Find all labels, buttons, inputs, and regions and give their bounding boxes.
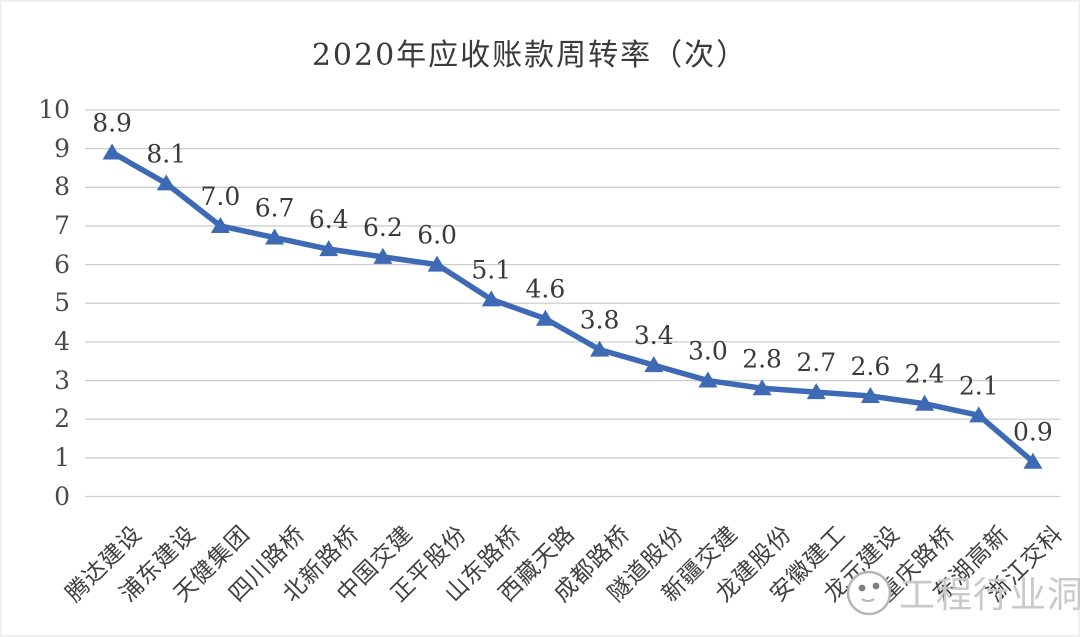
data-point-marker	[860, 387, 880, 404]
data-point-marker	[806, 383, 826, 400]
data-point-marker	[969, 406, 989, 423]
data-point-label: 2.1	[959, 371, 999, 400]
y-axis-tick-label: 2	[54, 404, 70, 434]
data-point-label: 3.8	[580, 306, 620, 335]
data-point-label: 2.8	[742, 344, 782, 373]
watermark-face-logo-icon	[846, 570, 892, 616]
data-point-label: 8.9	[92, 109, 132, 138]
data-point-marker	[481, 290, 501, 307]
y-axis-tick-label: 3	[54, 365, 70, 395]
data-point-marker	[427, 255, 447, 272]
data-point-label: 5.1	[471, 255, 511, 284]
data-point-marker	[752, 379, 772, 396]
data-point-marker	[265, 228, 285, 245]
data-point-label: 3.4	[634, 321, 674, 350]
y-axis-tick-label: 8	[54, 172, 70, 202]
y-axis-tick-label: 9	[54, 133, 70, 163]
data-point-marker	[915, 394, 935, 411]
data-point-label: 3.0	[688, 337, 728, 366]
y-axis-tick-label: 1	[54, 442, 70, 472]
data-point-marker	[102, 143, 122, 160]
data-point-marker	[319, 240, 339, 257]
data-point-label: 6.2	[363, 213, 403, 242]
data-point-label: 0.9	[1013, 418, 1053, 447]
data-point-label: 6.7	[255, 194, 295, 223]
y-axis-tick-label: 5	[54, 288, 70, 318]
data-point-marker	[210, 216, 230, 233]
y-axis-tick-label: 0	[54, 481, 70, 511]
data-point-label: 2.7	[796, 348, 836, 377]
data-point-label: 7.0	[201, 182, 241, 211]
data-point-label: 4.6	[526, 275, 566, 304]
data-point-marker	[698, 371, 718, 388]
watermark-text: 工程行业洞察	[899, 575, 1080, 616]
y-axis-tick-label: 4	[54, 326, 70, 356]
data-point-label: 6.4	[309, 205, 349, 234]
data-point-marker	[1023, 452, 1043, 469]
y-axis-tick-label: 10	[38, 95, 70, 124]
data-point-marker	[156, 174, 176, 191]
data-point-label: 2.6	[851, 352, 891, 381]
y-axis-tick-label: 7	[54, 210, 70, 240]
data-point-marker	[590, 340, 610, 357]
data-point-label: 2.4	[905, 360, 945, 389]
data-point-label: 8.1	[146, 139, 186, 168]
data-point-label: 6.0	[417, 221, 457, 250]
chart-title: 2020年应收账款周转率（次）	[311, 38, 749, 73]
y-axis-tick-label: 6	[54, 249, 70, 279]
data-point-marker	[644, 356, 664, 373]
data-point-marker	[373, 247, 393, 264]
series-line	[109, 149, 1036, 465]
watermark: 工程行业洞察	[845, 566, 1080, 618]
data-point-marker	[535, 309, 555, 326]
